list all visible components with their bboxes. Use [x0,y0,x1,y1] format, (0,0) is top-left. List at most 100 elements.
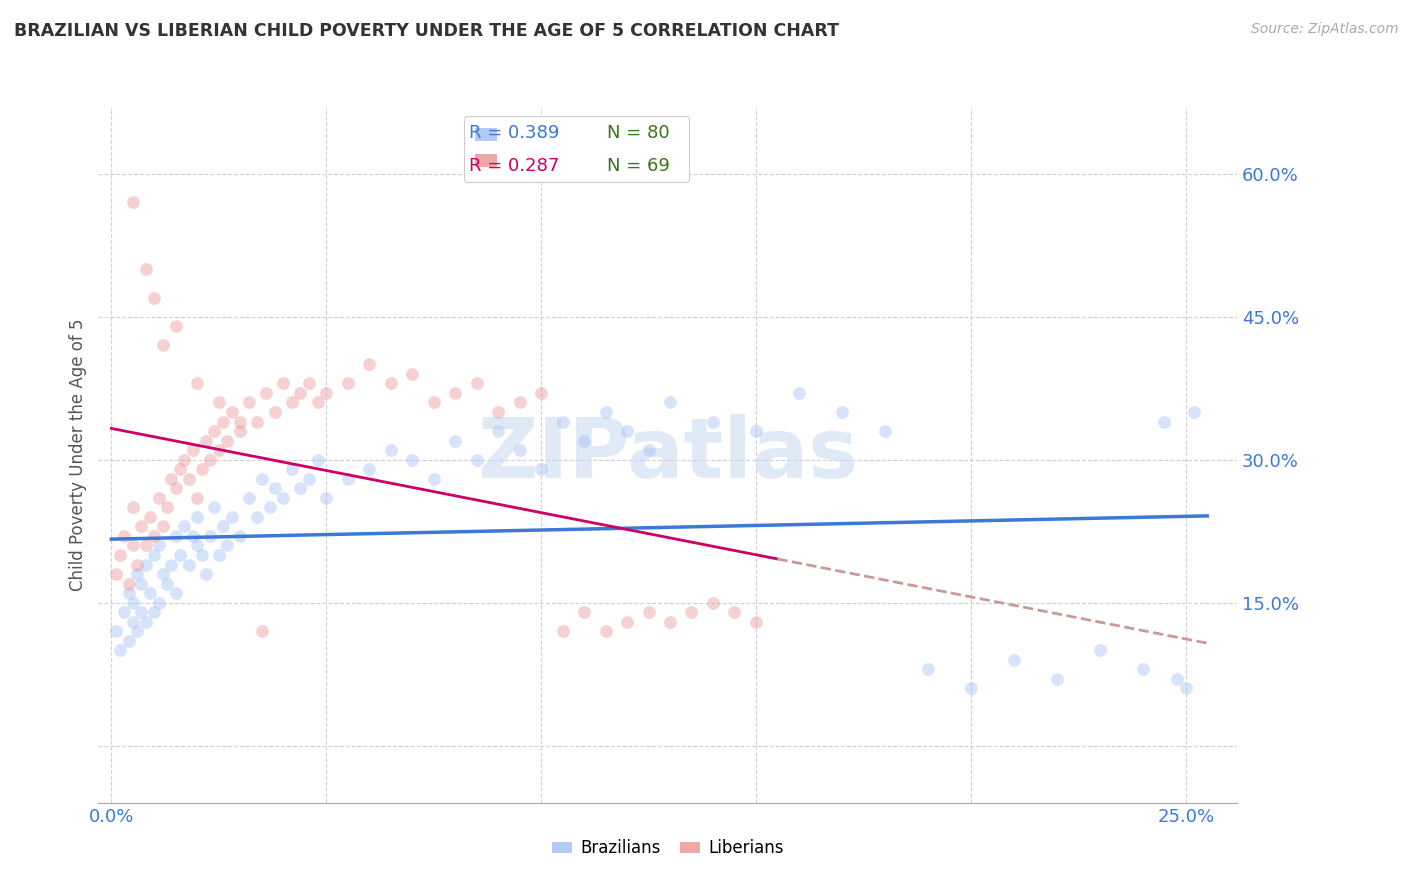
Point [121,596,143,610]
Point [572,434,595,448]
Point [190,462,212,476]
Point [551,624,574,639]
Point [359,357,381,371]
Point [217,539,239,553]
Point [1166,672,1188,686]
Point [131,519,153,533]
Point [1182,405,1205,419]
Point [509,443,531,458]
Point [165,481,187,495]
Point [121,500,143,515]
Point [156,500,179,515]
Point [186,491,208,505]
Y-axis label: Child Poverty Under the Age of 5: Child Poverty Under the Age of 5 [69,318,87,591]
Point [959,681,981,696]
Legend:                               ,                               : , [464,116,689,182]
Point [212,415,235,429]
Point [336,376,359,391]
Point [194,567,217,582]
Point [139,586,162,600]
Point [198,529,221,543]
Point [1088,643,1111,657]
Point [263,405,285,419]
Point [290,481,312,495]
Point [181,443,204,458]
Point [281,462,304,476]
Point [148,491,170,505]
Point [152,519,174,533]
Point [169,462,191,476]
Point [127,567,149,582]
Point [190,548,212,562]
Point [380,376,402,391]
Point [208,548,231,562]
Point [148,539,170,553]
Text: N = 80: N = 80 [607,124,671,143]
Point [104,624,127,639]
Point [198,452,221,467]
Point [444,386,467,401]
Point [307,395,329,409]
Point [422,395,444,409]
Point [177,472,200,486]
Point [281,395,304,409]
Point [250,624,273,639]
Point [831,405,853,419]
Point [204,500,226,515]
Point [787,386,810,401]
Point [173,452,195,467]
Point [359,462,381,476]
Point [160,472,183,486]
Point [401,367,423,381]
Text: ZIPatlas: ZIPatlas [478,415,858,495]
Point [259,500,281,515]
Point [486,405,509,419]
Point [152,567,174,582]
Point [250,472,273,486]
Point [659,395,682,409]
Point [1002,653,1025,667]
Point [465,376,488,391]
Text: R = 0.287: R = 0.287 [468,157,560,175]
Point [121,539,143,553]
Point [212,519,235,533]
Point [422,472,444,486]
Point [616,615,638,629]
Point [204,424,226,438]
Point [637,605,659,619]
Point [595,624,617,639]
Point [380,443,402,458]
Point [229,424,252,438]
Point [135,615,157,629]
Point [121,615,143,629]
Point [659,615,682,629]
Point [315,491,337,505]
Point [208,443,231,458]
Point [336,472,359,486]
Point [723,605,745,619]
Point [254,386,277,401]
Point [401,452,423,467]
Point [112,529,135,543]
Point [143,529,166,543]
Point [127,624,149,639]
Point [217,434,239,448]
Point [112,605,135,619]
Point [271,376,294,391]
Point [238,395,260,409]
Point [104,567,127,582]
Point [702,415,724,429]
Point [165,586,187,600]
Point [169,548,191,562]
Point [315,386,337,401]
Point [290,386,312,401]
Point [530,386,553,401]
Point [873,424,896,438]
Point [165,529,187,543]
Point [271,491,294,505]
Point [121,195,143,210]
Point [186,509,208,524]
Point [298,472,321,486]
Point [160,558,183,572]
Point [1046,672,1069,686]
